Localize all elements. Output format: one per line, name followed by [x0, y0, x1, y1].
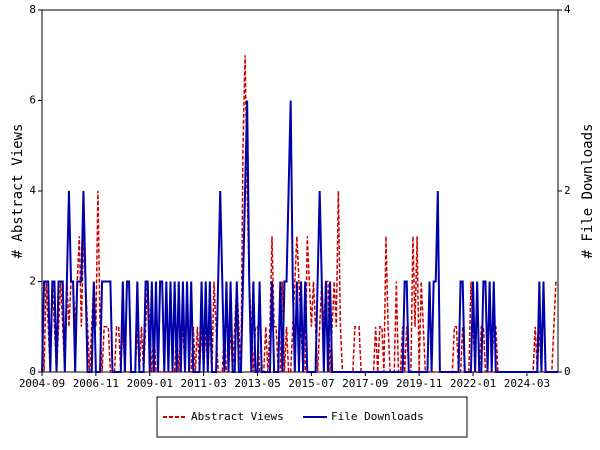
y-tick-label: 8: [29, 3, 36, 16]
x-tick-label: 2022-01: [450, 377, 496, 390]
series-line: [41, 100, 558, 373]
x-tick-label: 2013-05: [234, 377, 280, 390]
legend-box: [156, 396, 468, 438]
x-tick-label: 2024-03: [504, 377, 550, 390]
y-tick-label: 2: [29, 275, 36, 288]
y2-axis-label: # File Downloads: [580, 124, 596, 259]
y-tick-label: 4: [29, 184, 36, 197]
y2-tick-label: 4: [564, 3, 571, 16]
x-tick-label: 2011-03: [180, 377, 226, 390]
x-tick-label: 2019-11: [396, 377, 442, 390]
y-axis-label: # Abstract Views: [10, 124, 26, 259]
x-tick-label: 2004-09: [19, 377, 65, 390]
x-tick-label: 2006-11: [73, 377, 119, 390]
x-tick-label: 2017-09: [342, 377, 388, 390]
x-tick-label: 2009-01: [127, 377, 173, 390]
y2-tick-label: 0: [564, 365, 571, 378]
x-tick-label: 2015-07: [288, 377, 334, 390]
legend-label: File Downloads: [331, 410, 424, 423]
y-tick-label: 6: [29, 94, 36, 107]
y-tick-label: 0: [29, 365, 36, 378]
y2-tick-label: 2: [564, 184, 571, 197]
legend-label: Abstract Views: [191, 410, 284, 423]
